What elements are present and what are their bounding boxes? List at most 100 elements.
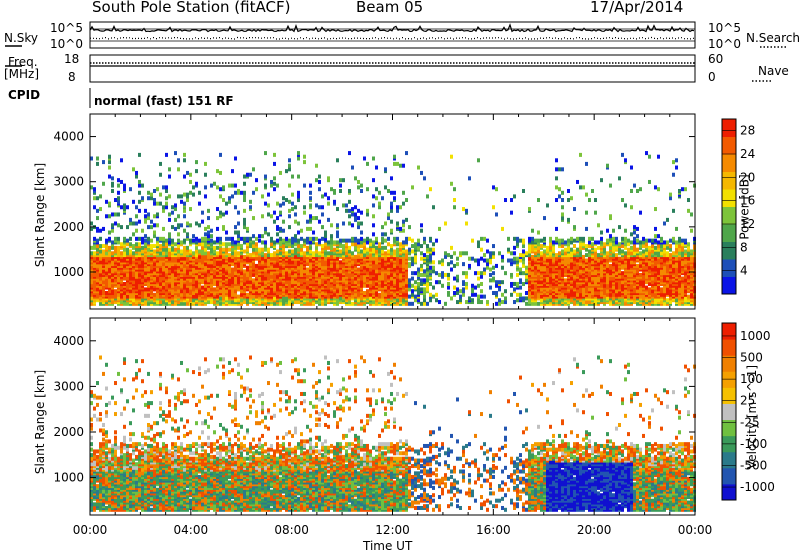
heatmap-cell (378, 201, 381, 206)
heatmap-cell (315, 253, 318, 258)
heatmap-cell (210, 183, 213, 188)
heatmap-cell (558, 300, 561, 305)
heatmap-cell (492, 291, 495, 296)
heatmap-cell (462, 287, 465, 292)
heatmap-cell (183, 238, 186, 243)
heatmap-cell (141, 249, 144, 254)
heatmap-cell (315, 242, 318, 247)
heatmap-cell (120, 251, 123, 256)
heatmap-cell (306, 267, 309, 272)
heatmap-cell (423, 272, 426, 277)
heatmap-cell (183, 249, 186, 254)
heatmap-cell (141, 294, 144, 299)
heatmap-cell (279, 240, 282, 245)
heatmap-cell (483, 253, 486, 258)
heatmap-cell (189, 179, 192, 184)
heatmap-cell (294, 236, 297, 241)
heatmap-cell (354, 236, 357, 241)
heatmap-cell (522, 249, 525, 254)
heatmap-cell (108, 236, 111, 241)
heatmap-cell (495, 263, 498, 268)
heatmap-cell (264, 201, 267, 206)
heatmap-cell (588, 240, 591, 245)
heatmap-cell (120, 225, 123, 230)
heatmap-cell (414, 245, 417, 250)
heatmap-cell (357, 244, 360, 249)
nsky-label: N.Sky (4, 31, 39, 45)
heatmap-cell (111, 294, 114, 299)
heatmap-cell (186, 258, 189, 263)
heatmap-cell (198, 242, 201, 247)
heatmap-cell (264, 230, 267, 235)
heatmap-cell (177, 249, 180, 254)
heatmap-cell (396, 281, 399, 286)
heatmap-cell (318, 205, 321, 210)
heatmap-cell (96, 161, 99, 166)
heatmap-cell (600, 256, 603, 261)
heatmap-cell (243, 221, 246, 226)
heatmap-cell (585, 226, 588, 231)
heatmap-cell (396, 236, 399, 241)
heatmap-cell (342, 244, 345, 249)
heatmap-cell (168, 298, 171, 303)
heatmap-cell (318, 219, 321, 224)
heatmap-cell (264, 253, 267, 258)
heatmap-cell (573, 301, 576, 306)
heatmap-cell (279, 236, 282, 241)
heatmap-cell (153, 292, 156, 297)
heatmap-cell (255, 242, 258, 247)
heatmap-cell (390, 208, 393, 213)
heatmap-cell (561, 212, 564, 217)
heatmap-cell (372, 232, 375, 237)
heatmap-cell (126, 285, 129, 290)
heatmap-cell (309, 245, 312, 250)
heatmap-cell (237, 230, 240, 235)
heatmap-cell (474, 285, 477, 290)
heatmap-cell (204, 287, 207, 292)
heatmap-cell (273, 251, 276, 256)
heatmap-cell (426, 271, 429, 276)
heatmap-cell (567, 292, 570, 297)
heatmap-cell (147, 225, 150, 230)
heatmap-cell (360, 276, 363, 281)
heatmap-cell (132, 301, 135, 306)
heatmap-cell (252, 278, 255, 283)
heatmap-cell (168, 253, 171, 258)
heatmap-cell (282, 244, 285, 249)
heatmap-cell (204, 262, 207, 267)
heatmap-cell (426, 278, 429, 283)
heatmap-cell (315, 216, 318, 221)
heatmap-cell (555, 226, 558, 231)
heatmap-cell (207, 216, 210, 221)
heatmap-cell (588, 244, 591, 249)
heatmap-cell (342, 178, 345, 183)
heatmap-cell (189, 298, 192, 303)
heatmap-cell (318, 174, 321, 179)
heatmap-cell (600, 236, 603, 241)
nsearch-tick-high: 10^5 (708, 21, 741, 35)
heatmap-cell (372, 194, 375, 199)
heatmap-cell (357, 221, 360, 226)
heatmap-cell (372, 214, 375, 219)
heatmap-cell (447, 281, 450, 286)
heatmap-cell (186, 221, 189, 226)
heatmap-cell (243, 281, 246, 286)
heatmap-cell (576, 236, 579, 241)
heatmap-cell (159, 236, 162, 241)
heatmap-cell (519, 238, 522, 243)
heatmap-cell (294, 242, 297, 247)
heatmap-cell (111, 181, 114, 186)
heatmap-cell (492, 271, 495, 276)
heatmap-cell (255, 187, 258, 192)
heatmap-cell (129, 289, 132, 294)
heatmap-cell (108, 214, 111, 219)
heatmap-cell (540, 244, 543, 249)
heatmap-cell (183, 192, 186, 197)
heatmap-cell (291, 207, 294, 212)
heatmap-cell (420, 244, 423, 249)
heatmap-cell (606, 285, 609, 290)
heatmap-cell (384, 221, 387, 226)
heatmap-cell (402, 219, 405, 224)
heatmap-cell (294, 254, 297, 259)
heatmap-cell (465, 271, 468, 276)
